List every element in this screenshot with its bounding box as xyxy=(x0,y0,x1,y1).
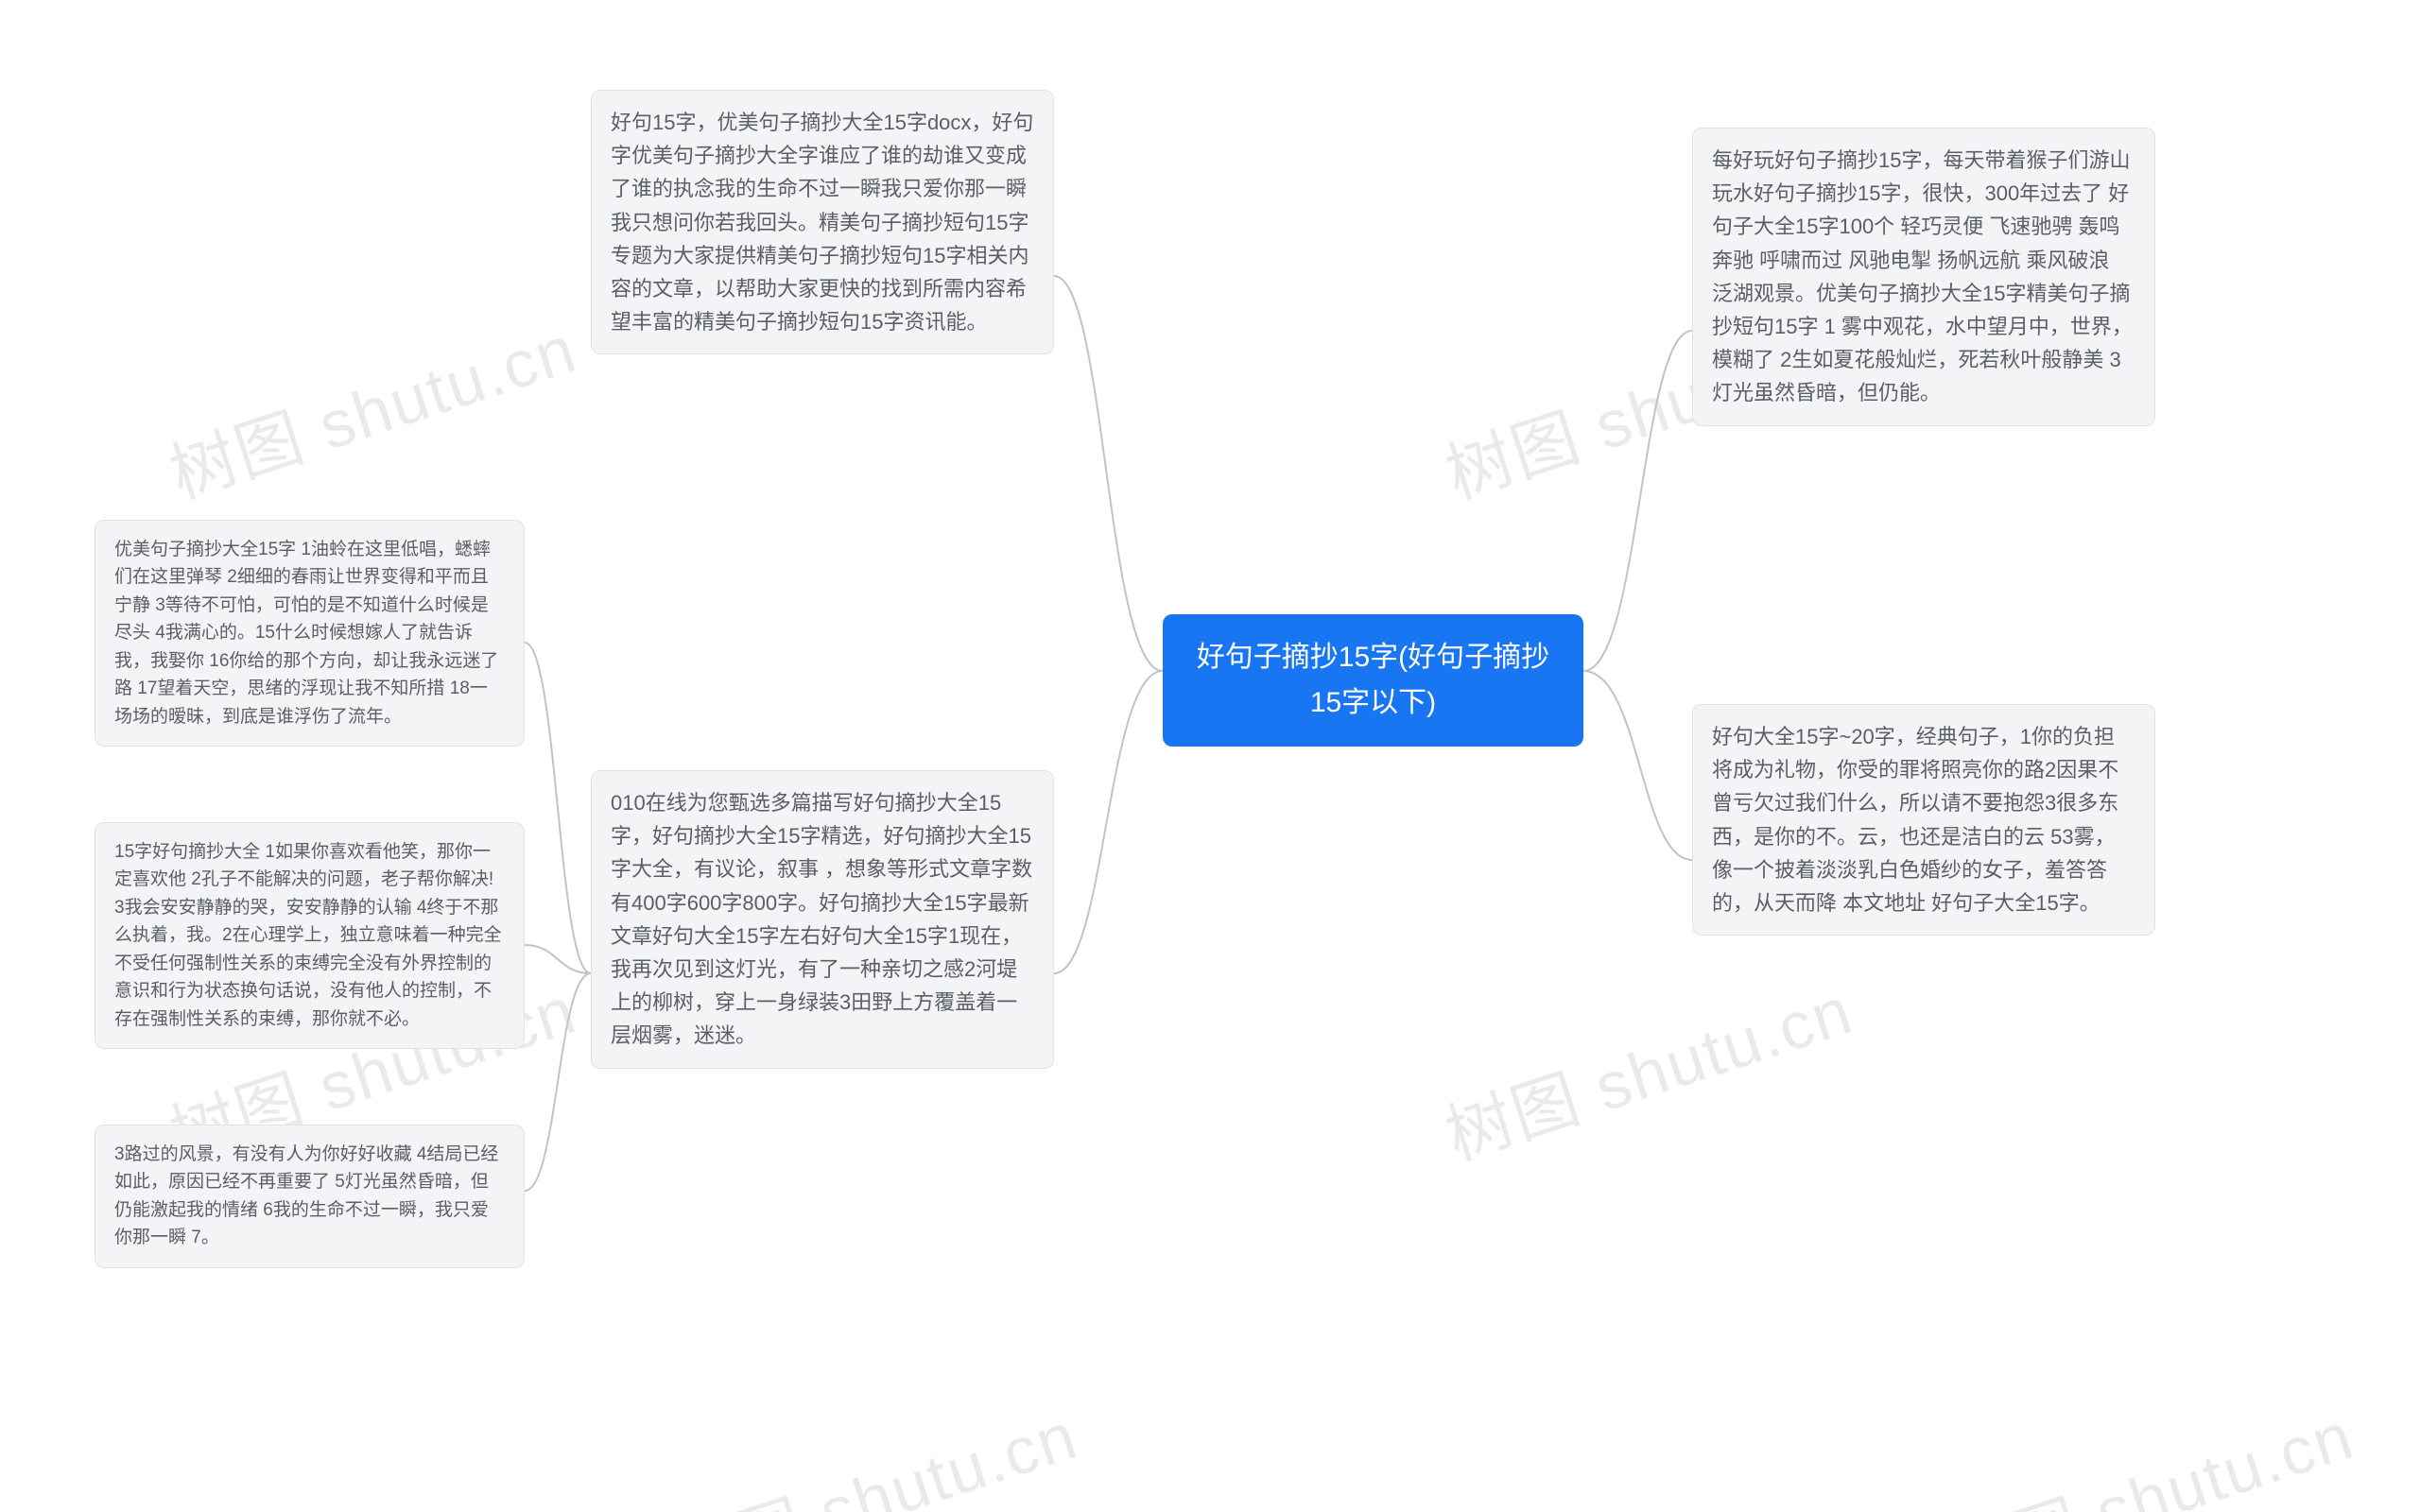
node-text: 优美句子摘抄大全15字 1油蛉在这里低唱，蟋蟀们在这里弹琴 2细细的春雨让世界变… xyxy=(114,540,498,727)
watermark: 树图 shutu.cn xyxy=(156,297,586,518)
node-text: 好句大全15字~20字，经典句子，1你的负担将成为礼物，你受的罪将照亮你的路2因… xyxy=(1712,725,2118,915)
node-text: 3路过的风景，有没有人为你好好收藏 4结局已经如此，原因已经不再重要了 5灯光虽… xyxy=(114,1144,498,1247)
center-node-label: 好句子摘抄15字(好句子摘抄15字以下) xyxy=(1197,642,1549,718)
mindmap-node-right-2[interactable]: 好句大全15字~20字，经典句子，1你的负担将成为礼物，你受的罪将照亮你的路2因… xyxy=(1692,704,2155,936)
node-text: 15字好句摘抄大全 1如果你喜欢看他笑，那你一定喜欢他 2孔子不能解决的问题，老… xyxy=(114,842,502,1029)
watermark: 树图 shutu.cn xyxy=(1933,1383,2363,1512)
watermark: 树图 shutu.cn xyxy=(657,1383,1087,1512)
watermark: 树图 shutu.cn xyxy=(1432,958,1862,1179)
mindmap-node-left-far-2[interactable]: 15字好句摘抄大全 1如果你喜欢看他笑，那你一定喜欢他 2孔子不能解决的问题，老… xyxy=(95,822,525,1049)
mindmap-node-right-1[interactable]: 每好玩好句子摘抄15字，每天带着猴子们游山玩水好句子摘抄15字，很快，300年过… xyxy=(1692,128,2155,426)
mindmap-center-node[interactable]: 好句子摘抄15字(好句子摘抄15字以下) xyxy=(1163,614,1583,747)
mindmap-node-left-far-3[interactable]: 3路过的风景，有没有人为你好好收藏 4结局已经如此，原因已经不再重要了 5灯光虽… xyxy=(95,1125,525,1268)
node-text: 好句15字，优美句子摘抄大全15字docx，好句字优美句子摘抄大全字谁应了谁的劫… xyxy=(611,111,1033,334)
mindmap-node-left-mid-2[interactable]: 010在线为您甄选多篇描写好句摘抄大全15字，好句摘抄大全15字精选，好句摘抄大… xyxy=(591,770,1054,1069)
mindmap-node-left-far-1[interactable]: 优美句子摘抄大全15字 1油蛉在这里低唱，蟋蟀们在这里弹琴 2细细的春雨让世界变… xyxy=(95,520,525,747)
node-text: 010在线为您甄选多篇描写好句摘抄大全15字，好句摘抄大全15字精选，好句摘抄大… xyxy=(611,791,1032,1047)
mindmap-node-left-mid-1[interactable]: 好句15字，优美句子摘抄大全15字docx，好句字优美句子摘抄大全字谁应了谁的劫… xyxy=(591,90,1054,354)
node-text: 每好玩好句子摘抄15字，每天带着猴子们游山玩水好句子摘抄15字，很快，300年过… xyxy=(1712,148,2133,404)
